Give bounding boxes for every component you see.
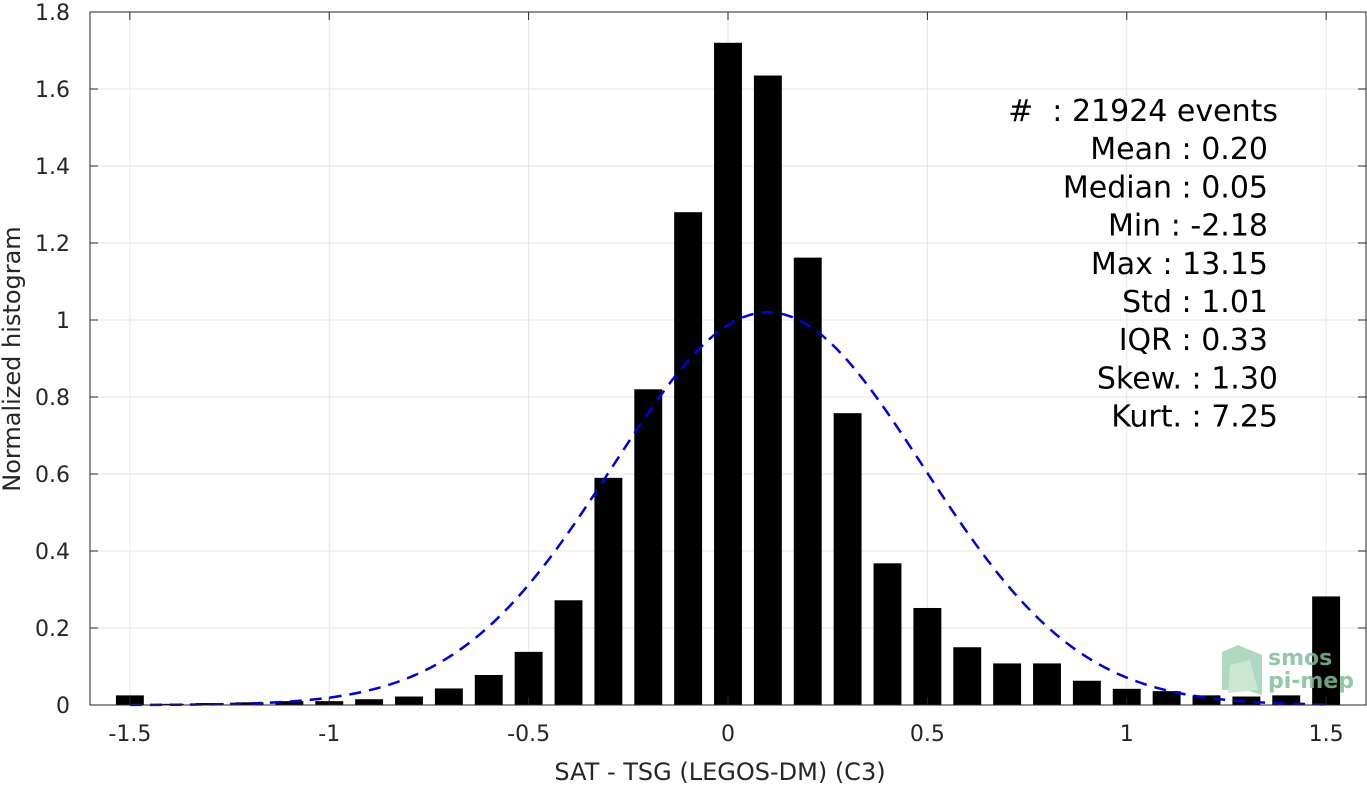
histogram-bar: [1033, 663, 1061, 705]
histogram-bars: [115, 42, 1341, 706]
x-axis-label: SAT - TSG (LEGOS-DM) (C3): [554, 758, 885, 785]
histogram-bar: [913, 607, 942, 705]
stat-line: # : 21924 events: [1008, 94, 1278, 129]
histogram-bar: [1112, 688, 1141, 705]
y-tick-label: 0.8: [35, 386, 70, 411]
histogram-bar: [594, 477, 623, 705]
histogram-bar: [714, 42, 742, 706]
histogram-bar: [275, 701, 304, 705]
histogram-bar: [953, 647, 982, 705]
histogram-bar: [474, 674, 503, 705]
y-tick-label: 0.6: [35, 463, 70, 488]
smos-pi-mep-logo: smos pi-mep: [1222, 645, 1354, 695]
histogram-bar: [1192, 695, 1221, 705]
histogram-bar: [833, 413, 862, 705]
normal-fit-curve: [129, 311, 1327, 707]
x-tick-label: 0: [721, 722, 735, 747]
x-tick-label: 1.5: [1309, 722, 1344, 747]
logo-text-line: pi-mep: [1268, 669, 1354, 694]
histogram-bar: [873, 563, 902, 705]
y-tick-label: 1: [56, 309, 70, 334]
histogram-bar: [434, 688, 463, 705]
stat-line: IQR : 0.33: [1119, 323, 1268, 358]
stat-line: Min : -2.18: [1108, 209, 1268, 244]
histogram-bar: [355, 699, 384, 705]
fit-curve-line: [129, 311, 1327, 707]
x-tick-label: -0.5: [507, 722, 550, 747]
y-tick-label: 0: [56, 694, 70, 719]
histogram-bar: [674, 212, 703, 705]
y-tick-label: 1.6: [35, 78, 70, 103]
histogram-bar: [514, 651, 543, 705]
stat-line: Kurt. : 7.25: [1111, 400, 1278, 435]
x-tick-label: -1.5: [108, 722, 151, 747]
stat-line: Skew. : 1.30: [1097, 361, 1278, 396]
y-tick-label: 0.2: [35, 617, 70, 642]
histogram-bar: [993, 663, 1022, 705]
histogram-bar: [1232, 696, 1261, 705]
histogram-bar: [155, 703, 184, 705]
x-tick-label: -1: [318, 722, 340, 747]
histogram-bar: [395, 696, 423, 705]
histogram-bar: [1272, 695, 1301, 705]
y-tick-label: 1.4: [35, 155, 70, 180]
y-axis-label: Normalized histogram: [0, 226, 26, 491]
histogram-bar: [753, 75, 782, 705]
stat-line: Median : 0.05: [1063, 170, 1268, 205]
y-tick-label: 0.4: [35, 540, 70, 565]
histogram-bar: [634, 389, 663, 705]
histogram-bar: [195, 703, 224, 705]
y-tick-label: 1.8: [35, 1, 70, 26]
histogram-bar: [1312, 596, 1341, 705]
x-tick-label: 1: [1120, 722, 1134, 747]
histogram-bar: [235, 702, 264, 705]
stat-line: Std : 1.01: [1122, 285, 1268, 320]
x-axis-ticks: -1.5 -1 -0.5 0 0.5 1 1.5: [108, 12, 1344, 747]
stat-line: Max : 13.15: [1091, 247, 1268, 282]
x-tick-label: 0.5: [910, 722, 945, 747]
stat-line: Mean : 0.20: [1090, 132, 1268, 167]
logo-emblem-icon: [1222, 645, 1262, 695]
y-tick-label: 1.2: [35, 232, 70, 257]
histogram-bar: [1072, 680, 1101, 705]
y-axis-ticks: 0 0.2 0.4 0.6 0.8 1 1.2 1.4 1.6 1.8: [35, 1, 1366, 719]
histogram-bar: [1152, 691, 1181, 705]
logo-text-line: smos: [1268, 646, 1332, 671]
histogram-bar: [554, 600, 583, 705]
